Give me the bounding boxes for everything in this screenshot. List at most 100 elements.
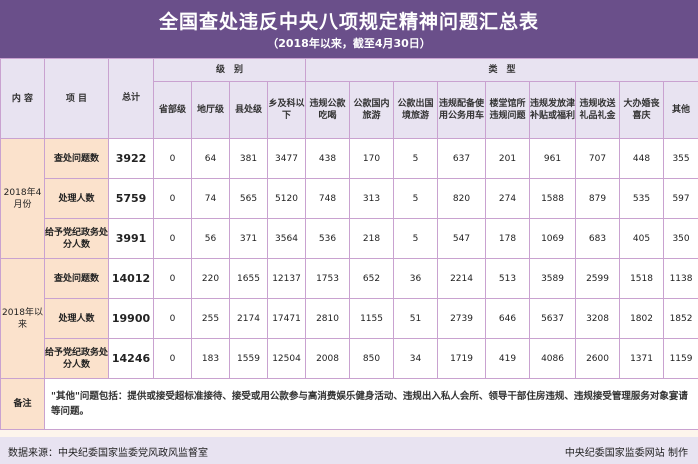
row-total: 19900	[108, 298, 154, 339]
table-cell: 371	[229, 218, 268, 259]
table-cell: 2739	[437, 298, 487, 339]
content-header: 内 容	[0, 58, 45, 139]
table-cell: 2214	[437, 258, 487, 299]
note-label: 备注	[0, 378, 45, 430]
table-cell: 1371	[619, 338, 665, 379]
table-cell: 535	[619, 178, 665, 219]
table-cell: 56	[191, 218, 230, 259]
table-cell: 12504	[266, 338, 307, 379]
table-row: 处理人数 19900 0 255 2174 17471 2810 1155 51 2739 646 5…	[1, 298, 698, 339]
table-cell: 3208	[575, 298, 621, 339]
table-cell: 547	[437, 218, 487, 259]
summary-table: 内 容 项 目 总计 级 别 类 型 省部级 地厅级 县处级 乡及科以下 违规公…	[0, 58, 698, 430]
table-cell: 313	[349, 178, 395, 219]
row-item-label: 处理人数	[44, 298, 109, 339]
table-cell: 1069	[529, 218, 577, 259]
table-cell: 0	[153, 138, 192, 179]
table-cell: 1159	[663, 338, 698, 379]
table-cell: 1155	[349, 298, 395, 339]
header-banner: 全国查处违反中央八项规定精神问题汇总表 （2018年以来，截至4月30日）	[0, 0, 698, 58]
table-cell: 183	[191, 338, 230, 379]
table-cell: 820	[437, 178, 487, 219]
table-cell: 51	[393, 298, 439, 339]
table-cell: 170	[349, 138, 395, 179]
table-cell: 850	[349, 338, 395, 379]
table-cell: 2600	[575, 338, 621, 379]
table-cell: 597	[663, 178, 698, 219]
table-cell: 637	[437, 138, 487, 179]
page-title: 全国查处违反中央八项规定精神问题汇总表	[158, 11, 539, 33]
level-header: 级 别	[152, 58, 307, 82]
row-total: 14246	[108, 338, 154, 379]
row-total: 3991	[108, 218, 154, 259]
table-cell: 2599	[575, 258, 621, 299]
table-cell: 438	[305, 138, 351, 179]
table-cell: 0	[153, 258, 192, 299]
table-cell: 178	[485, 218, 531, 259]
data-source: 数据来源：中央纪委国家监委党风政风监督室	[8, 448, 208, 459]
note-text: "其他"问题包括：提供或接受超标准接待、接受或用公款参与高消费娱乐健身活动、违规…	[43, 378, 698, 430]
note-row: 备注 "其他"问题包括：提供或接受超标准接待、接受或用公款参与高消费娱乐健身活动…	[0, 378, 698, 430]
section-label: 2018年4月份	[0, 138, 45, 259]
table-cell: 3564	[266, 218, 307, 259]
page-subtitle: （2018年以来，截至4月30日）	[267, 37, 431, 50]
table-cell: 0	[153, 218, 192, 259]
table-row: 2018年4月份 查处问题数 3922 0 64 381 3477 438 170 5 637 201…	[0, 138, 698, 259]
table-cell: 350	[663, 218, 698, 259]
table-cell: 381	[229, 138, 268, 179]
table-cell: 0	[153, 338, 192, 379]
table-cell: 513	[485, 258, 531, 299]
table-row: 处理人数 5759 0 74 565 5120 748 313 5 820 274 1588 879 53…	[1, 178, 698, 219]
table-row: 给予党纪政务处分人数 3991 0 56 371 3564 536 218 5 547 178 106…	[1, 218, 698, 259]
table-cell: 218	[349, 218, 395, 259]
table-cell: 1559	[229, 338, 268, 379]
table-row: 给予党纪政务处分人数 14246 0 183 1559 12504 2008 850 34 171…	[1, 338, 698, 379]
table-row: 2018年以来 查处问题数 14012 0 220 1655 12137 1753 652 36 2…	[0, 258, 698, 379]
table-body: 2018年4月份 查处问题数 3922 0 64 381 3477 438 170 5 637 201…	[0, 138, 698, 379]
table-cell: 1719	[437, 338, 487, 379]
table-cell: 0	[153, 178, 192, 219]
header-row-sub: 省部级 地厅级 县处级 乡及科以下 违规公款吃喝 公款国内旅游 公款出国境旅游 …	[1, 81, 698, 139]
table-cell: 5637	[529, 298, 577, 339]
table-cell: 879	[575, 178, 621, 219]
row-total: 5759	[108, 178, 154, 219]
table-cell: 1588	[529, 178, 577, 219]
table-cell: 4086	[529, 338, 577, 379]
table-cell: 961	[529, 138, 577, 179]
item-header: 项 目	[44, 58, 109, 139]
row-item-label: 查处问题数	[44, 258, 109, 299]
table-cell: 355	[663, 138, 698, 179]
type-header: 类 型	[305, 58, 698, 82]
type-col-header: 违规公款吃喝	[305, 81, 351, 139]
table-cell: 683	[575, 218, 621, 259]
table-cell: 3589	[529, 258, 577, 299]
table-cell: 255	[191, 298, 230, 339]
row-item-label: 查处问题数	[44, 138, 109, 179]
level-col-header: 县处级	[229, 81, 268, 139]
header-row-top: 内 容 项 目 总计 级 别 类 型	[0, 58, 698, 139]
table-cell: 274	[485, 178, 531, 219]
type-col-header: 大办婚丧喜庆	[619, 81, 665, 139]
table-cell: 748	[305, 178, 351, 219]
table-cell: 1802	[619, 298, 665, 339]
table-cell: 419	[485, 338, 531, 379]
table-cell: 5	[393, 138, 439, 179]
level-col-header: 乡及科以下	[266, 81, 307, 139]
table-cell: 64	[191, 138, 230, 179]
table-cell: 2810	[305, 298, 351, 339]
level-col-header: 省部级	[153, 81, 192, 139]
level-col-header: 地厅级	[191, 81, 230, 139]
table-cell: 536	[305, 218, 351, 259]
table-cell: 2174	[229, 298, 268, 339]
type-col-header: 公款国内旅游	[349, 81, 395, 139]
type-col-header: 违规配备使用公务用车	[437, 81, 487, 139]
table-cell: 405	[619, 218, 665, 259]
table-cell: 201	[485, 138, 531, 179]
row-total: 3922	[108, 138, 154, 179]
type-col-header: 违规发放津补贴或福利	[529, 81, 577, 139]
table-cell: 448	[619, 138, 665, 179]
table-cell: 220	[191, 258, 230, 299]
table-cell: 1753	[305, 258, 351, 299]
table-cell: 12137	[266, 258, 307, 299]
table-cell: 652	[349, 258, 395, 299]
